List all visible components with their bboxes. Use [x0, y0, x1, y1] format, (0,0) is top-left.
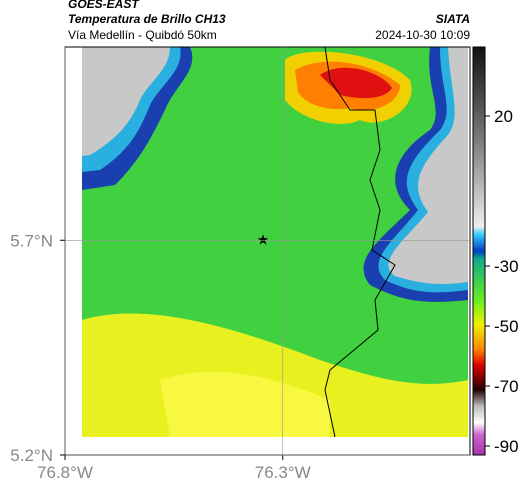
colorbar-label: -50	[494, 317, 519, 336]
svg-text:★: ★	[257, 232, 270, 248]
route: Vía Medellín - Quibdó 50km	[68, 28, 217, 42]
satellite: GOES-EAST	[68, 0, 140, 11]
satellite-image: ★	[82, 46, 468, 438]
product: Temperatura de Brillo CH13	[68, 12, 226, 26]
x-tick-label: 76.8°W	[37, 463, 93, 482]
colorbar-label: -30	[494, 257, 519, 276]
x-tick-label: 76.3°W	[255, 463, 311, 482]
colorbar-label: 20	[494, 107, 513, 126]
timestamp: 2024-10-30 10:09	[375, 28, 470, 42]
y-tick-label: 5.2°N	[10, 446, 53, 465]
y-tick-label: 5.7°N	[10, 231, 53, 250]
colorbar-label: -90	[494, 437, 519, 456]
colorbar-label: -70	[494, 377, 519, 396]
source: SIATA	[436, 12, 470, 26]
colorbar	[472, 46, 486, 456]
